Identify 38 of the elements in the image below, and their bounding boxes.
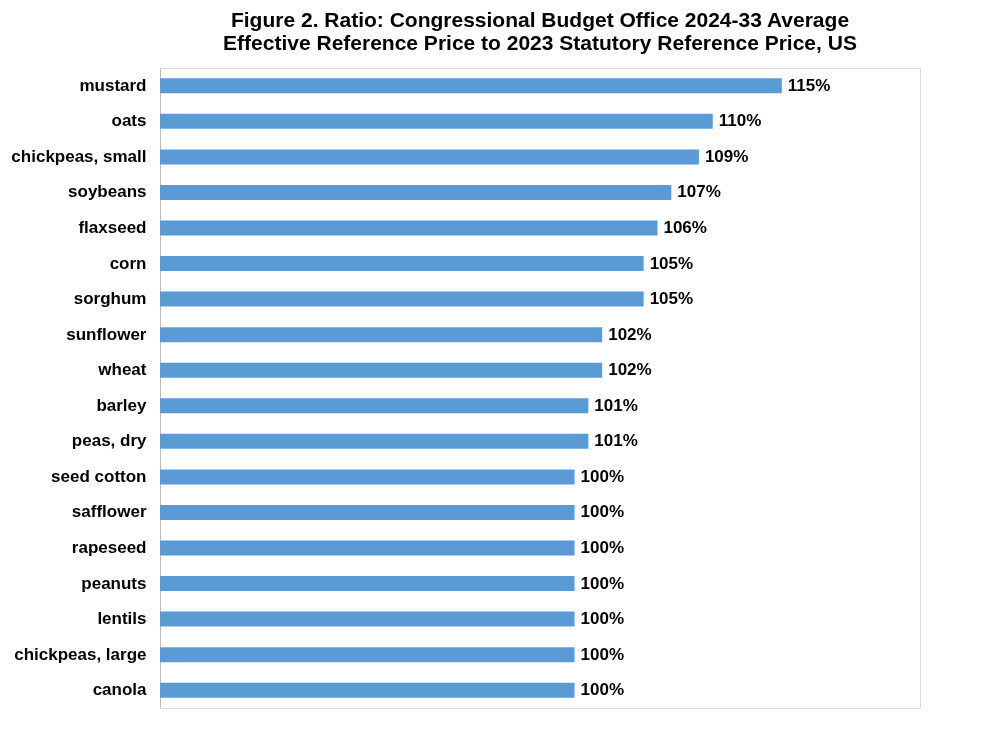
- data-label: 100%: [580, 502, 625, 522]
- data-label: 100%: [580, 466, 625, 486]
- y-tick-label: canola: [92, 680, 148, 700]
- y-tick-label: soybeans: [68, 182, 147, 202]
- data-label: 115%: [787, 75, 831, 95]
- y-tick-label: sunflower: [66, 324, 147, 344]
- y-tick-label: oats: [111, 111, 147, 131]
- y-tick-label: lentils: [97, 609, 147, 629]
- y-tick-label: peanuts: [81, 573, 147, 593]
- y-tick-label: rapeseed: [71, 538, 147, 557]
- data-label: 102%: [608, 324, 652, 344]
- data-label: 105%: [649, 253, 694, 273]
- y-tick-label: mustard: [79, 75, 147, 95]
- y-tick-label: peas, dry: [71, 431, 148, 451]
- data-label: 109%: [704, 146, 749, 166]
- data-label: 107%: [677, 182, 721, 202]
- y-tick-label: seed cotton: [51, 466, 147, 486]
- data-label: 100%: [580, 680, 625, 700]
- y-tick-label: barley: [96, 395, 148, 415]
- data-label: 100%: [580, 644, 625, 664]
- data-label: 105%: [649, 289, 694, 309]
- data-label: 101%: [594, 431, 638, 451]
- y-tick-label: wheat: [97, 360, 147, 380]
- y-tick-label: corn: [109, 253, 147, 273]
- y-tick-label: sorghum: [73, 289, 147, 309]
- data-label: 110%: [718, 111, 762, 131]
- data-label: 101%: [594, 395, 638, 415]
- y-tick-label: chickpeas, small: [11, 146, 147, 166]
- text: Effective Reference Price to 2023 Statutory Reference Price, US: [223, 31, 857, 54]
- y-tick-label: flaxseed: [78, 218, 147, 237]
- data-label: 102%: [608, 360, 652, 380]
- data-label: 100%: [580, 538, 625, 557]
- y-tick-label: safflower: [71, 502, 147, 522]
- text: Figure 2. Ratio: Congressional Budget Office 2024-33 Average: [230, 8, 850, 31]
- data-label: 100%: [580, 609, 625, 629]
- data-label: 100%: [580, 573, 625, 593]
- data-label: 106%: [663, 218, 707, 237]
- y-tick-label: chickpeas, large: [14, 644, 147, 664]
